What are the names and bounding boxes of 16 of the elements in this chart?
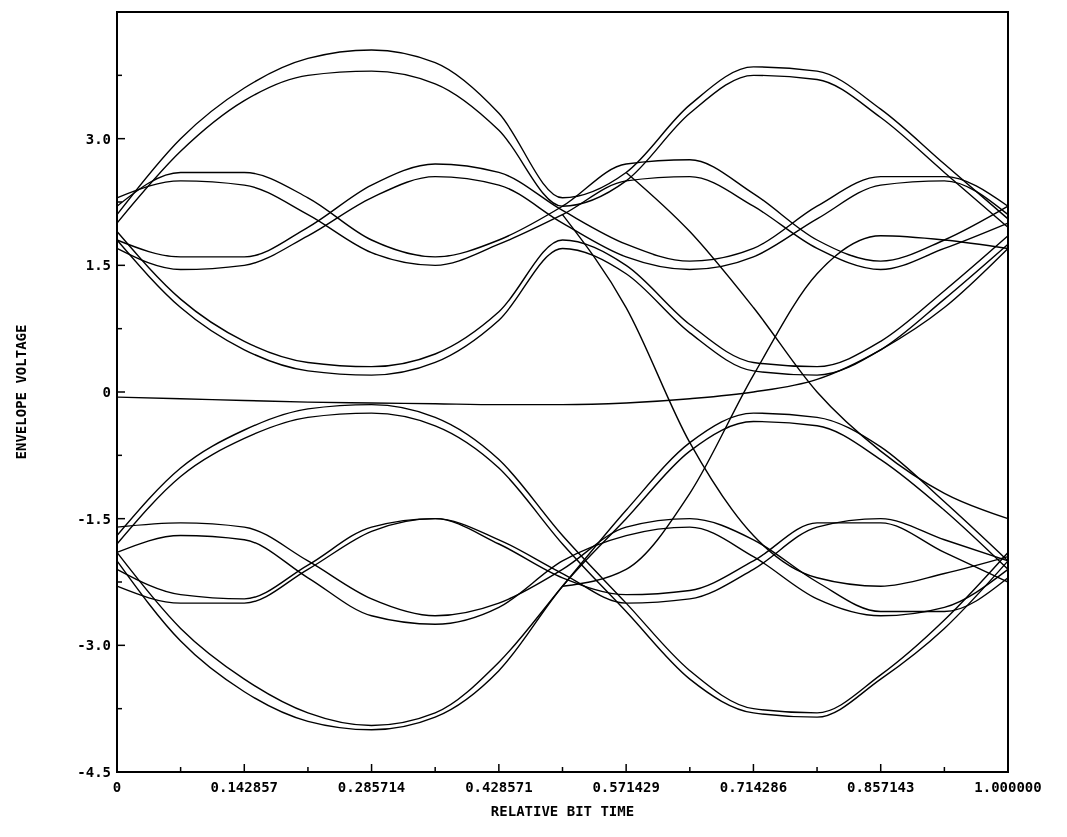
x-tick-label: 0.714286 bbox=[719, 779, 788, 795]
y-tick-label: 0 bbox=[102, 384, 111, 400]
x-tick-label: 0.857143 bbox=[847, 779, 915, 795]
x-tick-label: 0.571429 bbox=[592, 779, 660, 795]
x-axis-title: RELATIVE BIT TIME bbox=[490, 803, 635, 819]
y-tick-label: 3.0 bbox=[85, 130, 111, 147]
x-tick-label: 0.428571 bbox=[465, 779, 533, 795]
y-tick-label: -1.5 bbox=[77, 510, 111, 527]
y-tick-label: 1.5 bbox=[85, 257, 111, 274]
x-tick-label: 0.285714 bbox=[337, 779, 406, 795]
y-tick-label: -3.0 bbox=[77, 637, 111, 654]
y-tick-label: -4.5 bbox=[77, 764, 111, 780]
y-axis-title: ENVELOPE VOLTAGE bbox=[13, 324, 29, 460]
x-tick-label: 0 bbox=[112, 779, 122, 795]
x-tick-label: 1.000000 bbox=[974, 779, 1042, 795]
x-tick-label: 0.142857 bbox=[210, 779, 278, 795]
